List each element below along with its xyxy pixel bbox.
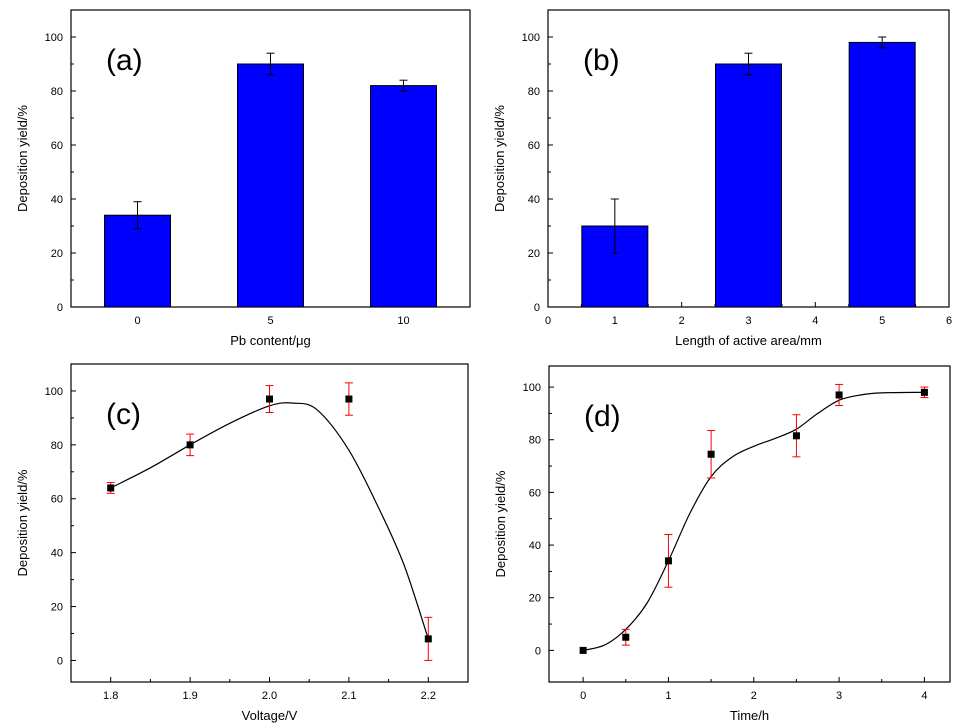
- y-tick-label: 60: [51, 140, 63, 152]
- x-tick-label: 0: [580, 690, 586, 702]
- x-tick-label: 0: [545, 315, 551, 327]
- x-tick-label: 10: [397, 315, 409, 327]
- x-tick-label: 3: [745, 315, 751, 327]
- y-tick-label: 80: [528, 86, 540, 98]
- data-point: [186, 441, 194, 449]
- chart-panel-2: 0 20 40 60 80 100 0 1 2 3 4 5 6 Length of active area…: [492, 9, 952, 348]
- x-tick-label: 2.2: [421, 690, 436, 702]
- data-point: [107, 484, 115, 492]
- y-tick-label: 0: [534, 302, 540, 314]
- panel-label: (c): [106, 398, 141, 431]
- y-tick-label: 20: [51, 248, 63, 260]
- data-point: [424, 635, 432, 643]
- y-tick-label: 40: [528, 194, 540, 206]
- y-tick-label: 0: [57, 655, 63, 667]
- y-tick-label: 0: [57, 302, 63, 314]
- y-axis-label: Deposition yield/%: [492, 105, 507, 212]
- y-tick-label: 60: [529, 487, 541, 499]
- plot-frame: [548, 365, 951, 683]
- panel-label: (a): [106, 44, 143, 77]
- x-tick-label: 1: [612, 315, 618, 327]
- y-tick-label: 20: [529, 593, 541, 605]
- fit-curve: [110, 402, 429, 640]
- x-tick-label: 0: [134, 315, 140, 327]
- x-tick-label: 2.0: [262, 690, 277, 702]
- data-point: [835, 391, 843, 399]
- x-tick-label: 3: [836, 690, 842, 702]
- data-point: [707, 450, 715, 458]
- x-tick-label: 4: [921, 690, 927, 702]
- y-tick-label: 80: [51, 86, 63, 98]
- y-tick-label: 20: [51, 602, 63, 614]
- panel-label: (d): [584, 400, 621, 433]
- x-axis-label: Voltage/V: [242, 708, 298, 723]
- data-point: [664, 557, 672, 565]
- y-axis-label: Deposition yield/%: [493, 470, 508, 577]
- x-tick-label: 1.9: [182, 690, 197, 702]
- chart-panel-4: 0 20 40 60 80 100 0 1 2 3 4 Time/h Deposition yield/…: [493, 365, 951, 723]
- data-point: [920, 388, 928, 396]
- data-point: [792, 432, 800, 440]
- y-axis-label: Deposition yield/%: [15, 469, 30, 576]
- y-tick-label: 100: [45, 386, 63, 398]
- x-axis-label: Pb content/μg: [230, 333, 311, 348]
- bar: [104, 214, 171, 308]
- y-tick-label: 100: [523, 382, 541, 394]
- data-point: [622, 633, 630, 641]
- x-tick-label: 4: [812, 315, 818, 327]
- data-point: [345, 395, 353, 403]
- y-tick-label: 80: [529, 435, 541, 447]
- data-point: [579, 646, 587, 654]
- y-tick-label: 100: [522, 32, 540, 44]
- x-tick-label: 2: [751, 690, 757, 702]
- data-point: [266, 395, 273, 403]
- x-tick-label: 2.1: [341, 690, 356, 702]
- y-tick-label: 80: [51, 440, 63, 452]
- x-tick-label: 5: [879, 315, 885, 327]
- y-tick-label: 40: [51, 194, 63, 206]
- y-axis-label: Deposition yield/%: [15, 105, 30, 212]
- panel-label: (b): [583, 44, 620, 77]
- x-tick-label: 5: [267, 315, 273, 327]
- y-tick-label: 0: [535, 645, 541, 657]
- chart-panel-3: 0 20 40 60 80 100 1.8 1.9 2.0 2.1 2.2 Voltage/V Depo…: [15, 363, 469, 723]
- x-axis-label: Length of active area/mm: [675, 333, 822, 348]
- x-tick-label: 2: [679, 315, 685, 327]
- x-tick-label: 6: [946, 315, 952, 327]
- x-tick-label: 1: [665, 690, 671, 702]
- chart-panel-1: 0 20 40 60 80 100 0 5 10 Pb content/μg Deposition …: [15, 9, 471, 348]
- y-tick-label: 20: [528, 248, 540, 260]
- x-axis-label: Time/h: [730, 708, 769, 723]
- y-tick-label: 40: [529, 540, 541, 552]
- y-tick-label: 60: [528, 140, 540, 152]
- y-tick-label: 40: [51, 548, 63, 560]
- bar: [237, 63, 304, 308]
- bar: [370, 85, 437, 308]
- fit-curve: [582, 391, 925, 651]
- bar: [715, 63, 782, 308]
- x-tick-label: 1.8: [103, 690, 118, 702]
- y-tick-label: 100: [45, 32, 63, 44]
- bar: [848, 41, 916, 308]
- y-tick-label: 60: [51, 494, 63, 506]
